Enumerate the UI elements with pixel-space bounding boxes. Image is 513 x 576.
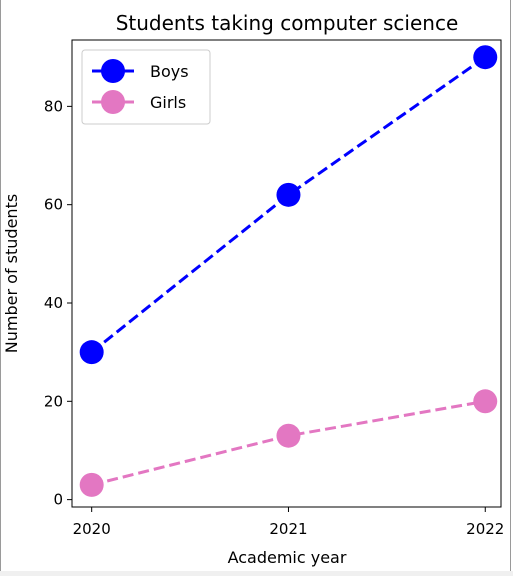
data-point-boys xyxy=(79,340,104,365)
series-line-boys xyxy=(90,55,487,354)
x-axis-label: Academic year xyxy=(228,548,347,567)
y-tick-label: 80 xyxy=(44,97,63,115)
x-axis: 2020 2021 2022 xyxy=(73,507,504,538)
y-tick-label: 60 xyxy=(44,196,63,214)
y-tick-label: 0 xyxy=(53,491,63,509)
x-tick-label: 2022 xyxy=(466,520,504,538)
data-point-boys xyxy=(473,45,498,70)
legend-box xyxy=(81,49,211,125)
y-tick-label: 20 xyxy=(44,392,63,410)
y-tick-label: 40 xyxy=(44,294,63,312)
data-point-girls xyxy=(79,472,104,497)
data-point-boys xyxy=(276,182,301,207)
x-tick-label: 2021 xyxy=(269,520,307,538)
legend: Boys Girls xyxy=(81,49,211,125)
legend-marker-girls xyxy=(101,90,125,114)
data-point-girls xyxy=(473,389,498,414)
legend-label-girls: Girls xyxy=(150,93,186,112)
data-point-girls xyxy=(276,423,301,448)
plot-border xyxy=(71,39,502,508)
chart-title: Students taking computer science xyxy=(116,11,459,35)
y-axis: 0 20 40 60 80 xyxy=(44,97,72,509)
legend-marker-boys xyxy=(101,59,125,83)
window-bottom-strip xyxy=(0,571,513,576)
legend-label-boys: Boys xyxy=(150,62,189,81)
series-layer xyxy=(79,45,498,497)
x-tick-label: 2020 xyxy=(73,520,111,538)
y-axis-label: Number of students xyxy=(2,194,21,353)
